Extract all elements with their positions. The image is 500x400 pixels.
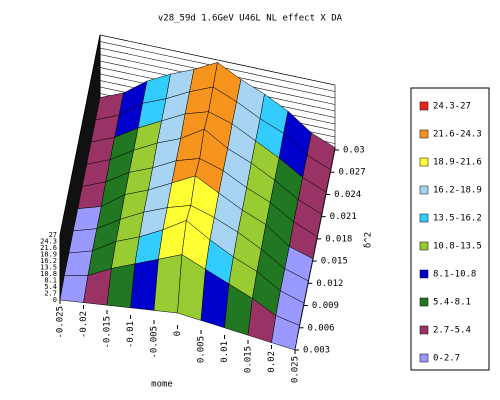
legend-swatch — [419, 353, 429, 363]
y-tick-label: 0.03 — [343, 146, 365, 156]
y-tick-label: 0.006 — [307, 323, 334, 333]
x-tick-label: 0.02 — [267, 351, 277, 373]
grid-line — [99, 34, 336, 86]
z-tick-label: 13.5 — [40, 264, 57, 272]
surface-cell — [130, 258, 159, 311]
z-tick-label: 18.9 — [40, 251, 57, 259]
legend-swatch — [419, 325, 429, 335]
surface-side — [330, 147, 336, 173]
surface-cell — [106, 263, 136, 309]
z-tick-label: 10.8 — [40, 270, 57, 278]
z-tick-label: 24.3 — [40, 238, 57, 246]
x-tick-label: 0.005 — [197, 336, 207, 363]
legend-swatch — [419, 157, 429, 167]
legend-label: 18.9-21.6 — [433, 158, 482, 168]
legend-label: 8.1-10.8 — [433, 270, 476, 280]
legend-label: 2.7-5.4 — [433, 326, 471, 336]
y-tick-label: 0.021 — [330, 212, 357, 222]
y-tick-label: 0.018 — [325, 234, 352, 244]
legend-label: 10.8-13.5 — [433, 242, 482, 252]
y-tick-label: 0.015 — [321, 257, 348, 267]
surface-cell — [64, 250, 93, 276]
x-tick-label: -0.02 — [79, 311, 89, 338]
x-tick-label: 0.01 — [220, 341, 230, 363]
x-tick-label: -0.015 — [103, 316, 113, 349]
y-axis-label: δ^2 — [364, 232, 374, 248]
x-tick-label: 0.025 — [291, 356, 301, 383]
legend-label: 13.5-16.2 — [433, 214, 482, 224]
legend-swatch — [419, 101, 429, 111]
legend-label: 5.4-8.1 — [433, 298, 471, 308]
z-tick-label: 2.7 — [44, 290, 57, 298]
z-tick-label: 8.1 — [44, 277, 57, 285]
z-tick-label: 16.2 — [40, 257, 57, 265]
x-tick-label: 0 — [173, 331, 183, 336]
surface-cell — [153, 254, 183, 314]
legend-swatch — [419, 269, 429, 279]
legend-swatch — [419, 129, 429, 139]
x-tick-label: -0.025 — [56, 306, 66, 339]
y-tick-label: 0.003 — [303, 346, 330, 356]
surface-cell — [59, 275, 89, 303]
legend-swatch — [419, 185, 429, 195]
legend-label: 21.6-24.3 — [433, 130, 482, 140]
z-tick-label: 27 — [49, 231, 57, 239]
z-tick-label: 21.6 — [40, 244, 57, 252]
y-tick-label: 0.024 — [334, 190, 361, 200]
legend-swatch — [419, 241, 429, 251]
x-tick-label: -0.01 — [126, 321, 136, 348]
chart-title: v28_59d 1.6GeV U46L NL effect X DA — [158, 14, 343, 24]
z-tick-label: 5.4 — [44, 283, 57, 291]
legend-label: 16.2-18.9 — [433, 186, 482, 196]
x-tick-label: 0.015 — [244, 346, 254, 373]
y-tick-label: 0.009 — [312, 301, 339, 311]
y-tick-label: 0.012 — [316, 279, 343, 289]
legend-swatch — [419, 213, 429, 223]
legend-label: 24.3-27 — [433, 102, 471, 112]
x-axis-label: mome — [151, 380, 173, 390]
z-tick-label: 0 — [53, 296, 57, 304]
x-tick-label: -0.005 — [150, 326, 160, 359]
y-tick-label: 0.027 — [339, 168, 366, 178]
legend-label: 0-2.7 — [433, 354, 460, 364]
legend-swatch — [419, 297, 429, 307]
